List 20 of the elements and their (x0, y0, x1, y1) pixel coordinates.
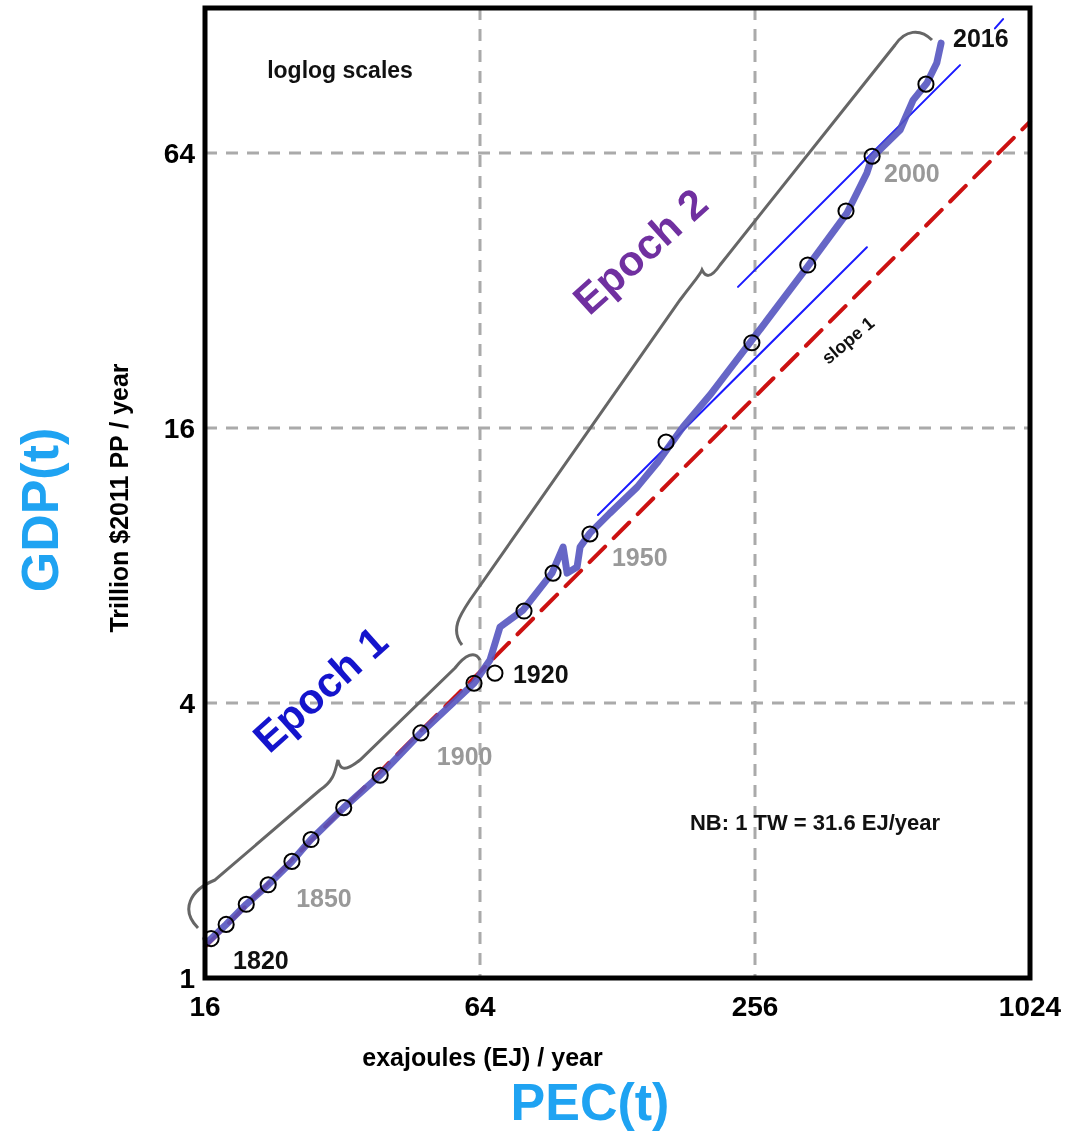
annotation: 2000 (884, 159, 940, 188)
annotation: 1900 (436, 741, 493, 770)
y-axis-title: Trillion $2011 PP / year (105, 363, 133, 633)
text: PEC(t) (510, 1073, 670, 1131)
y-tick-label: 64 (163, 138, 196, 170)
y-tick-label: 4 (179, 688, 196, 720)
annotation: loglog scales (267, 57, 413, 83)
annotation: 1920 (512, 660, 569, 689)
x-axis-title: exajoules (EJ) / year (362, 1043, 603, 1071)
x-tick-label: 256 (731, 991, 779, 1022)
annotation: 1950 (611, 542, 668, 571)
y-tick-label: 1 (179, 963, 195, 994)
annotation: 1850 (296, 883, 352, 912)
annotation: 2016 (953, 24, 1009, 53)
x-tick-label: 64 (464, 991, 496, 1022)
text: GDP(t) (11, 427, 69, 593)
annotation: 1820 (233, 945, 289, 974)
annotation: NB: 1 TW = 31.6 EJ/year (689, 810, 941, 835)
y-tick-label: 16 (163, 413, 195, 445)
x-tick-label: 1024 (998, 991, 1062, 1022)
